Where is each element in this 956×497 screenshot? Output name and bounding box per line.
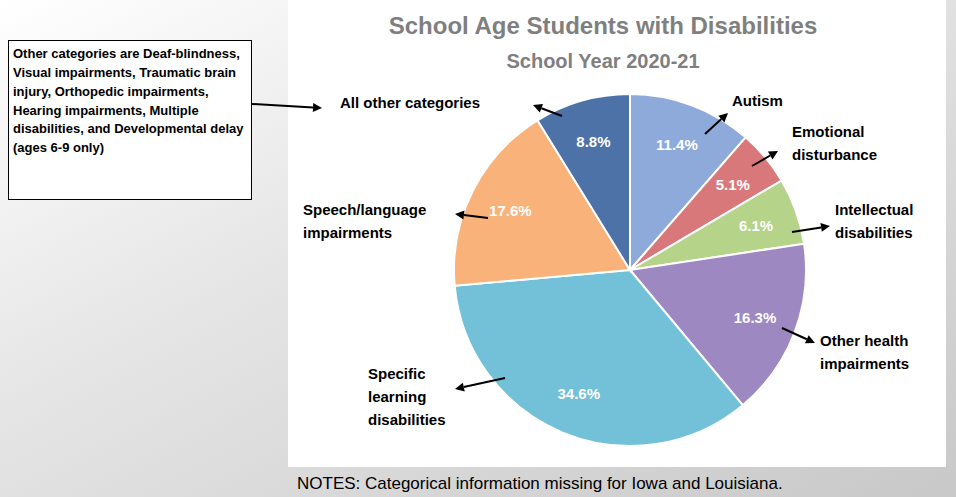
svg-text:Speech/languageimpairments: Speech/languageimpairments bbox=[303, 201, 426, 241]
svg-text:16.3%: 16.3% bbox=[734, 309, 777, 326]
svg-text:Emotionaldisturbance: Emotionaldisturbance bbox=[792, 123, 877, 163]
svg-text:6.1%: 6.1% bbox=[739, 217, 773, 234]
svg-text:Autism: Autism bbox=[732, 92, 783, 109]
html-text:School Year 2020-21: School Year 2020-21 bbox=[506, 50, 700, 72]
svg-text:Specificlearningdisabilities: Specificlearningdisabilities bbox=[368, 365, 446, 428]
html-text:NOTES: Categorical information: NOTES: Categorical information missing f… bbox=[297, 474, 783, 493]
svg-text:Other healthimpairments: Other healthimpairments bbox=[820, 332, 909, 372]
svg-text:17.6%: 17.6% bbox=[489, 202, 532, 219]
svg-text:All other categories: All other categories bbox=[340, 94, 480, 111]
svg-text:5.1%: 5.1% bbox=[716, 176, 750, 193]
svg-text:Intellectualdisabilities: Intellectualdisabilities bbox=[835, 201, 913, 241]
svg-text:8.8%: 8.8% bbox=[576, 133, 610, 150]
html-text:Other categories are Deaf-blin: Other categories are Deaf-blindness, Vis… bbox=[13, 46, 244, 156]
svg-text:11.4%: 11.4% bbox=[656, 136, 698, 153]
html-text:School Age Students with Disab: School Age Students with Disabilities bbox=[388, 12, 818, 39]
svg-text:34.6%: 34.6% bbox=[557, 385, 600, 402]
